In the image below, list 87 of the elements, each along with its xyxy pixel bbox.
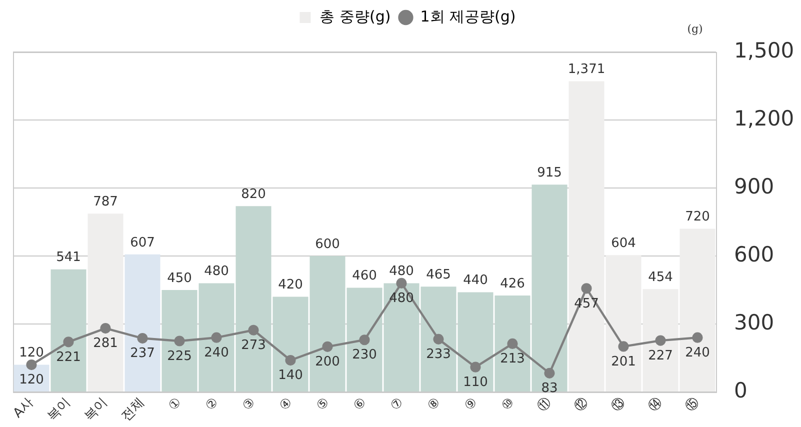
- point: [655, 335, 666, 346]
- x-tick-label: 복이: [44, 395, 74, 424]
- point: [100, 323, 111, 334]
- point: [544, 368, 555, 378]
- point: [174, 336, 185, 346]
- data-label: 480: [389, 264, 414, 280]
- point: [26, 360, 37, 370]
- x-tick-label: ⑦: [388, 395, 407, 414]
- y-tick-label: 900: [734, 174, 774, 198]
- x-tick-label: 전체: [118, 395, 148, 424]
- y-tick-label: 0: [734, 378, 748, 402]
- data-label: 465: [426, 267, 451, 282]
- bar: [124, 254, 160, 392]
- point: [396, 278, 407, 288]
- point: [211, 332, 222, 343]
- point: [692, 332, 703, 343]
- data-label: 83: [541, 381, 558, 396]
- data-label: 230: [352, 348, 377, 363]
- data-label: 460: [352, 268, 377, 284]
- data-label: 240: [685, 345, 710, 360]
- data-label: 440: [463, 273, 488, 288]
- y-tick-label: 300: [734, 310, 774, 334]
- data-label: 541: [56, 250, 81, 266]
- data-label: 1,371: [568, 62, 606, 78]
- x-tick-label: ⑫: [572, 395, 592, 415]
- point: [285, 354, 296, 366]
- data-label: 227: [648, 348, 673, 364]
- data-label: 480: [389, 291, 414, 306]
- data-label: 140: [278, 368, 303, 384]
- data-label: 233: [426, 347, 451, 362]
- data-label: 225: [167, 348, 192, 364]
- x-tick-label: ①: [166, 395, 185, 414]
- x-tick-label: ⑨: [462, 395, 481, 414]
- point: [137, 332, 148, 344]
- data-label: 201: [611, 354, 636, 370]
- data-label: 200: [315, 354, 340, 370]
- point: [581, 283, 592, 294]
- x-tick-label: ③: [240, 395, 259, 414]
- data-label: 240: [204, 345, 229, 360]
- point: [507, 338, 518, 350]
- y-tick-label: 1,500: [734, 38, 794, 62]
- point: [248, 324, 259, 336]
- point: [63, 336, 74, 348]
- x-tick-label: ⑧: [424, 395, 444, 414]
- bar: [88, 214, 124, 392]
- data-label: 281: [93, 336, 118, 352]
- data-label: 480: [204, 264, 229, 280]
- x-tick-label: ⑭: [646, 395, 666, 415]
- x-tick-label: ⑬: [608, 395, 629, 415]
- x-tick-label: A사: [10, 395, 37, 422]
- data-label: 110: [463, 374, 488, 390]
- point: [322, 341, 333, 352]
- data-label: 120: [19, 346, 44, 361]
- legend-label: 총 중량(g): [320, 7, 391, 26]
- x-tick-label: ⑤: [314, 395, 333, 414]
- data-label: 787: [93, 194, 118, 210]
- data-label: 915: [537, 165, 562, 180]
- data-label: 426: [500, 276, 525, 292]
- x-tick-label: ⑮: [682, 395, 703, 415]
- data-label: 720: [685, 210, 710, 225]
- data-label: 607: [130, 235, 155, 250]
- data-label: 600: [315, 236, 340, 252]
- y-axis-title: (g): [687, 22, 703, 36]
- x-tick-label: 복이: [82, 395, 111, 424]
- data-label: 450: [167, 270, 192, 286]
- point: [470, 362, 481, 372]
- legend-label: 1회 제공량(g): [420, 7, 516, 26]
- point: [618, 341, 629, 352]
- data-label: 221: [56, 350, 81, 365]
- y-tick-label: 1,200: [734, 106, 794, 130]
- data-label: 820: [241, 187, 266, 202]
- data-label: 273: [241, 338, 266, 353]
- data-label: 604: [611, 236, 636, 251]
- data-label: 213: [500, 352, 525, 367]
- bar: [50, 269, 86, 392]
- x-tick-label: ④: [276, 395, 296, 414]
- data-label: 120: [19, 372, 44, 388]
- point: [433, 334, 444, 344]
- x-tick-label: ⑥: [350, 395, 370, 414]
- data-label: 454: [648, 270, 673, 285]
- x-tick-label: ②: [202, 395, 222, 414]
- point: [359, 334, 370, 346]
- x-tick-label: ⑪: [534, 395, 555, 415]
- data-label: 237: [130, 346, 155, 362]
- y-tick-label: 600: [734, 242, 774, 266]
- x-tick-label: ⑩: [498, 395, 518, 414]
- data-label: 420: [278, 278, 303, 293]
